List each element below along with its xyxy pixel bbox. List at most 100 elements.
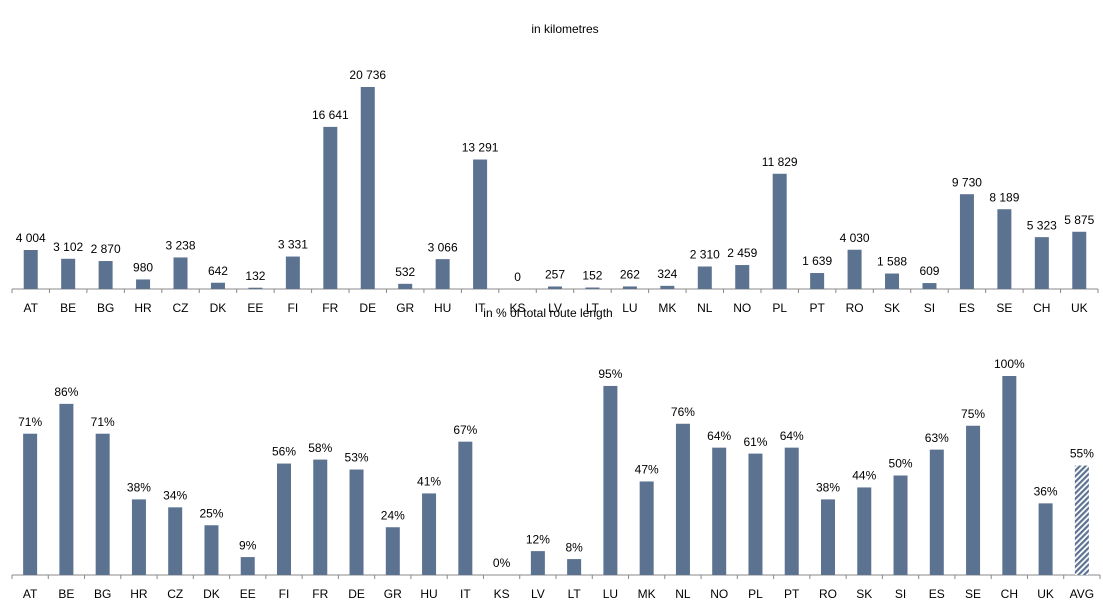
value-label: 64% (780, 429, 804, 443)
x-tick-label: MK (638, 587, 656, 601)
bar (473, 159, 488, 289)
x-tick-label: KS (494, 587, 510, 601)
x-tick-label: LU (603, 587, 618, 601)
bar (385, 527, 400, 575)
bar (98, 261, 113, 289)
value-label: 2 459 (727, 246, 757, 260)
bar (772, 173, 787, 289)
x-tick-label: CZ (173, 301, 189, 315)
bar (131, 499, 146, 575)
x-tick-label: HU (420, 587, 437, 601)
x-tick-label: HR (134, 301, 152, 315)
value-label: 13 291 (462, 141, 499, 155)
x-tick-label: AT (23, 587, 38, 601)
x-tick-label: FI (279, 587, 290, 601)
bar (398, 283, 413, 289)
value-label: 532 (395, 265, 415, 279)
bar (422, 493, 437, 575)
x-tick-label: DE (359, 301, 376, 315)
value-label: 2 870 (91, 242, 121, 256)
bar (168, 507, 183, 575)
bar (1072, 231, 1087, 289)
bar (885, 273, 900, 289)
value-label: 8 189 (989, 190, 1019, 204)
value-label: 53% (345, 451, 369, 465)
bar (173, 257, 188, 289)
bar (735, 265, 750, 289)
bar (349, 469, 364, 575)
x-tick-label: NL (697, 301, 713, 315)
bar (603, 385, 618, 575)
value-label: 262 (620, 268, 640, 282)
bar (458, 441, 473, 575)
bar (360, 87, 375, 289)
bar (585, 287, 600, 289)
x-tick-label: BE (58, 587, 74, 601)
value-label: 100% (994, 357, 1025, 371)
x-tick-label: AT (23, 301, 38, 315)
bar (23, 249, 38, 289)
value-label: 11 829 (762, 155, 798, 169)
x-tick-label: SK (884, 301, 900, 315)
x-tick-label: AVG (1070, 587, 1094, 601)
value-label: 20 736 (349, 68, 386, 82)
x-tick-label: GR (396, 301, 414, 315)
bar (712, 447, 727, 575)
value-label: 9 730 (952, 175, 982, 189)
value-label: 4 004 (16, 231, 46, 245)
bar (23, 433, 38, 575)
x-tick-label: PL (748, 587, 763, 601)
x-tick-label: DK (203, 587, 220, 601)
value-label: 3 102 (53, 240, 83, 254)
value-label: 9% (239, 538, 257, 552)
value-label: 34% (163, 489, 187, 503)
x-tick-label: PL (772, 301, 787, 315)
value-label: 55% (1070, 447, 1094, 461)
value-label: 63% (925, 431, 949, 445)
x-tick-label: RO (819, 587, 837, 601)
x-tick-label: FR (322, 301, 338, 315)
x-tick-label: HU (434, 301, 451, 315)
x-tick-label: NO (733, 301, 751, 315)
x-tick-label: SI (924, 301, 935, 315)
value-label: 24% (381, 508, 405, 522)
bar (59, 403, 74, 575)
bar (567, 559, 582, 575)
x-tick-label: SK (856, 587, 872, 601)
value-label: 64% (707, 429, 731, 443)
x-tick-label: BE (60, 301, 76, 315)
value-label: 38% (816, 481, 840, 495)
bar (959, 194, 974, 289)
value-label: 5 323 (1027, 218, 1057, 232)
value-label: 61% (743, 435, 767, 449)
value-label: 25% (199, 506, 223, 520)
bar (847, 249, 862, 289)
value-label: 75% (961, 407, 985, 421)
bar (1002, 376, 1017, 575)
bar (61, 258, 76, 289)
value-label: 3 066 (428, 240, 458, 254)
value-label: 95% (598, 367, 622, 381)
bar (1034, 237, 1049, 289)
x-tick-label: NL (675, 587, 691, 601)
value-label: 324 (657, 267, 677, 281)
bar (922, 283, 937, 289)
x-tick-label: MK (658, 301, 676, 315)
value-label: 16 641 (312, 108, 349, 122)
bar (784, 447, 799, 575)
value-label: 8% (565, 540, 583, 554)
bar (313, 459, 328, 575)
x-tick-label: IT (475, 301, 486, 315)
bar (1074, 465, 1089, 575)
x-tick-label: ES (929, 587, 945, 601)
value-label: 980 (133, 261, 153, 275)
x-tick-label: UK (1071, 301, 1088, 315)
bar (210, 282, 225, 289)
x-tick-label: LV (531, 587, 545, 601)
bar (893, 475, 908, 575)
value-label: 56% (272, 445, 296, 459)
chart-title: in kilometres (531, 22, 598, 36)
x-tick-label: EE (240, 587, 256, 601)
x-tick-label: IT (460, 587, 471, 601)
value-label: 67% (453, 423, 477, 437)
